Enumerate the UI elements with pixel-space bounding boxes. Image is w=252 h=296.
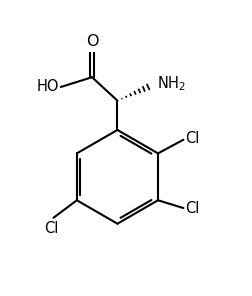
Text: Cl: Cl xyxy=(44,221,59,236)
Text: O: O xyxy=(86,34,98,49)
Text: HO: HO xyxy=(36,80,59,94)
Text: NH$_2$: NH$_2$ xyxy=(158,75,186,94)
Text: Cl: Cl xyxy=(185,201,200,215)
Text: Cl: Cl xyxy=(185,131,200,146)
